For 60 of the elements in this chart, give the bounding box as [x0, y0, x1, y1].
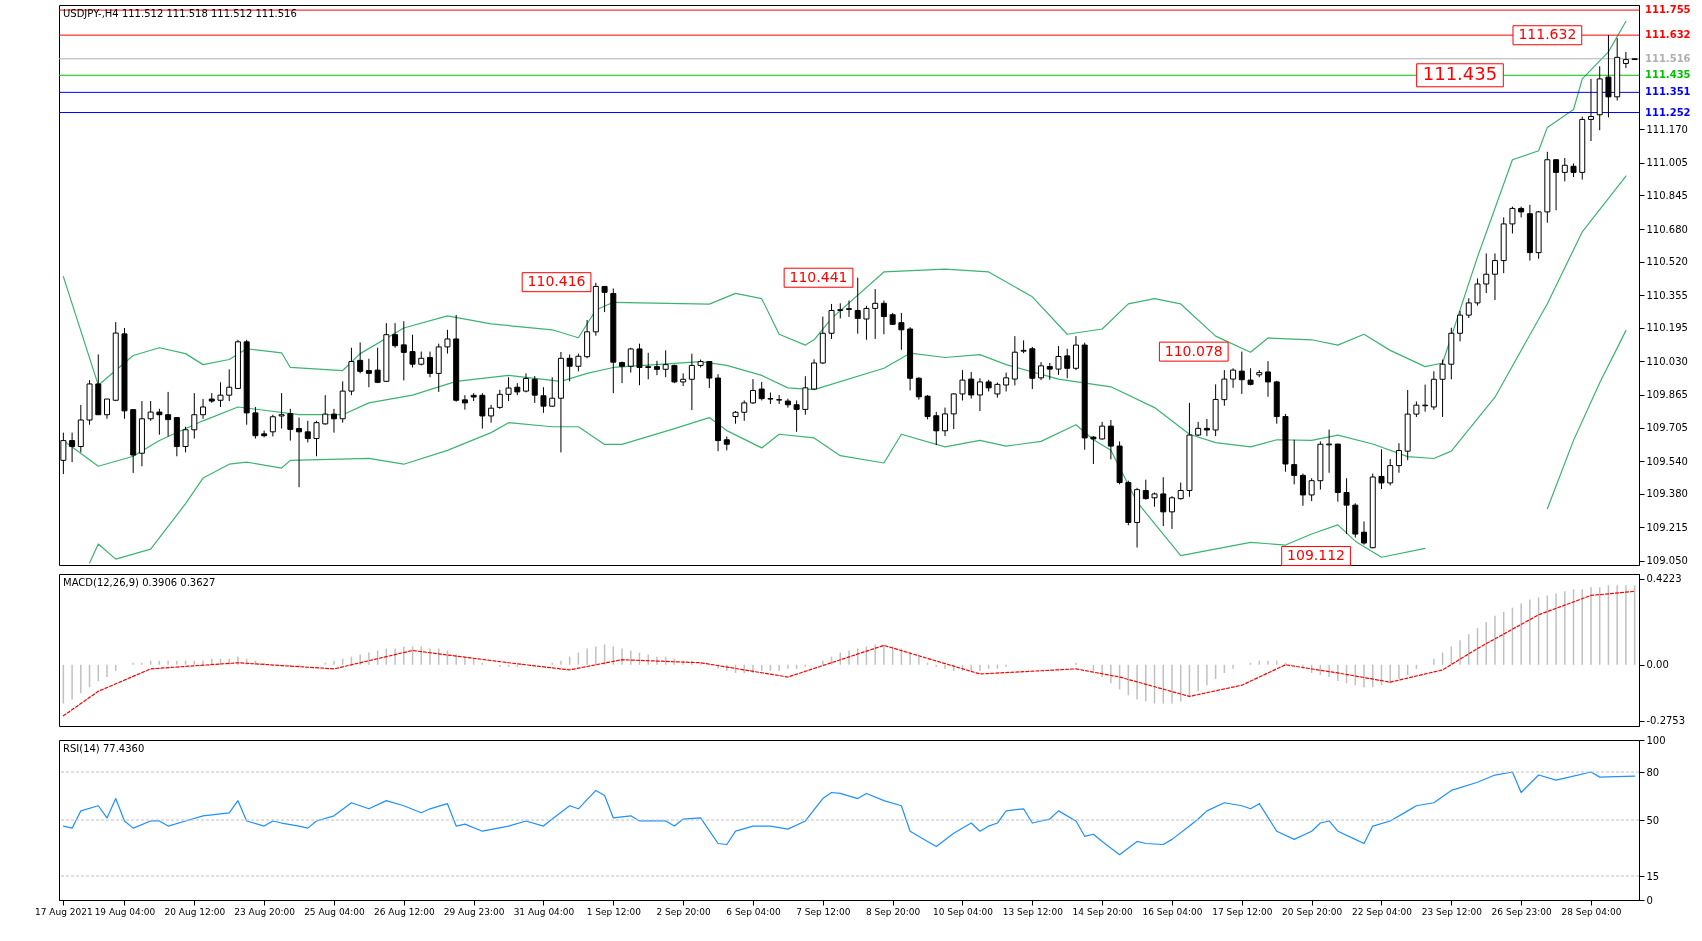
- y-tick-label: 111.170: [1646, 123, 1688, 135]
- x-tick-label: 23 Sep 12:00: [1421, 906, 1483, 917]
- x-tick-label: 17 Sep 12:00: [1212, 906, 1273, 917]
- y-tick-label: 100: [1646, 734, 1666, 746]
- y-tick-label: 109.050: [1646, 555, 1688, 567]
- x-tick-label: 25 Aug 04:00: [304, 906, 366, 917]
- y-tick-label: 110.195: [1646, 322, 1688, 334]
- y-tick-label: 109.540: [1646, 455, 1688, 467]
- ref-line-label: 111.252: [1645, 106, 1691, 118]
- y-tick-label: 109.705: [1646, 422, 1688, 434]
- x-tick-label: 16 Sep 04:00: [1142, 906, 1203, 917]
- y-tick-label: 110.355: [1646, 289, 1688, 301]
- ref-line-label: 111.632: [1645, 29, 1691, 41]
- x-tick-label: 17 Aug 2021: [35, 906, 93, 917]
- y-tick-label: 0.4223: [1646, 573, 1682, 585]
- y-tick-label: 109.215: [1646, 521, 1688, 533]
- x-tick-label: 20 Aug 12:00: [164, 906, 226, 917]
- x-tick-label: 23 Aug 20:00: [234, 906, 296, 917]
- y-tick-label: 110.845: [1646, 189, 1688, 201]
- x-tick-label: 29 Aug 23:00: [443, 906, 505, 917]
- x-tick-label: 2 Sep 20:00: [656, 906, 712, 917]
- chart-title: MACD(12,26,9) 0.3906 0.3627: [63, 577, 216, 588]
- y-tick-label: 110.030: [1646, 355, 1688, 367]
- y-tick-label: 15: [1646, 870, 1660, 882]
- x-tick-label: 14 Sep 20:00: [1072, 906, 1133, 917]
- y-tick-label: 110.680: [1646, 223, 1688, 235]
- chart-title: RSI(14) 77.4360: [63, 743, 145, 754]
- x-tick-label: 1 Sep 12:00: [586, 906, 642, 917]
- x-tick-label: 26 Sep 23:00: [1491, 906, 1552, 917]
- x-tick-label: 26 Aug 12:00: [373, 906, 435, 917]
- x-tick-label: 7 Sep 12:00: [796, 906, 851, 917]
- ref-line-label: 111.516: [1645, 52, 1691, 64]
- chart-title: USDJPY-,H4 111.512 111.518 111.512 111.516: [63, 8, 297, 19]
- y-tick-label: 111.005: [1646, 157, 1688, 169]
- ref-line-label: 111.755: [1645, 4, 1691, 16]
- annotation: 111.632: [1518, 26, 1577, 43]
- x-tick-label: 6 Sep 04:00: [726, 906, 781, 917]
- annotation: 109.112: [1287, 547, 1345, 564]
- y-tick-label: -0.2753: [1646, 715, 1686, 727]
- ref-line-label: 111.435: [1645, 69, 1691, 81]
- annotation: 110.078: [1164, 342, 1223, 359]
- x-tick-label: 13 Sep 12:00: [1002, 906, 1064, 917]
- x-tick-label: 19 Aug 04:00: [94, 906, 156, 917]
- annotation: 110.416: [527, 273, 586, 290]
- annotation: 111.435: [1422, 63, 1498, 85]
- x-tick-label: 31 Aug 04:00: [513, 906, 575, 917]
- y-tick-label: 0: [1646, 894, 1653, 906]
- x-tick-label: 8 Sep 20:00: [865, 906, 921, 917]
- y-tick-label: 110.520: [1646, 256, 1688, 268]
- y-tick-label: 0.00: [1646, 659, 1669, 671]
- x-tick-label: 10 Sep 04:00: [932, 906, 994, 917]
- y-tick-label: 109.865: [1646, 389, 1688, 401]
- ref-line-label: 111.351: [1645, 86, 1691, 98]
- y-tick-label: 50: [1646, 814, 1660, 826]
- x-tick-label: 28 Sep 04:00: [1561, 906, 1622, 917]
- annotation: 110.441: [789, 268, 848, 285]
- y-tick-label: 109.380: [1646, 488, 1688, 500]
- y-tick-label: 80: [1646, 766, 1660, 778]
- x-tick-label: 20 Sep 20:00: [1282, 906, 1343, 917]
- x-tick-label: 22 Sep 04:00: [1351, 906, 1413, 917]
